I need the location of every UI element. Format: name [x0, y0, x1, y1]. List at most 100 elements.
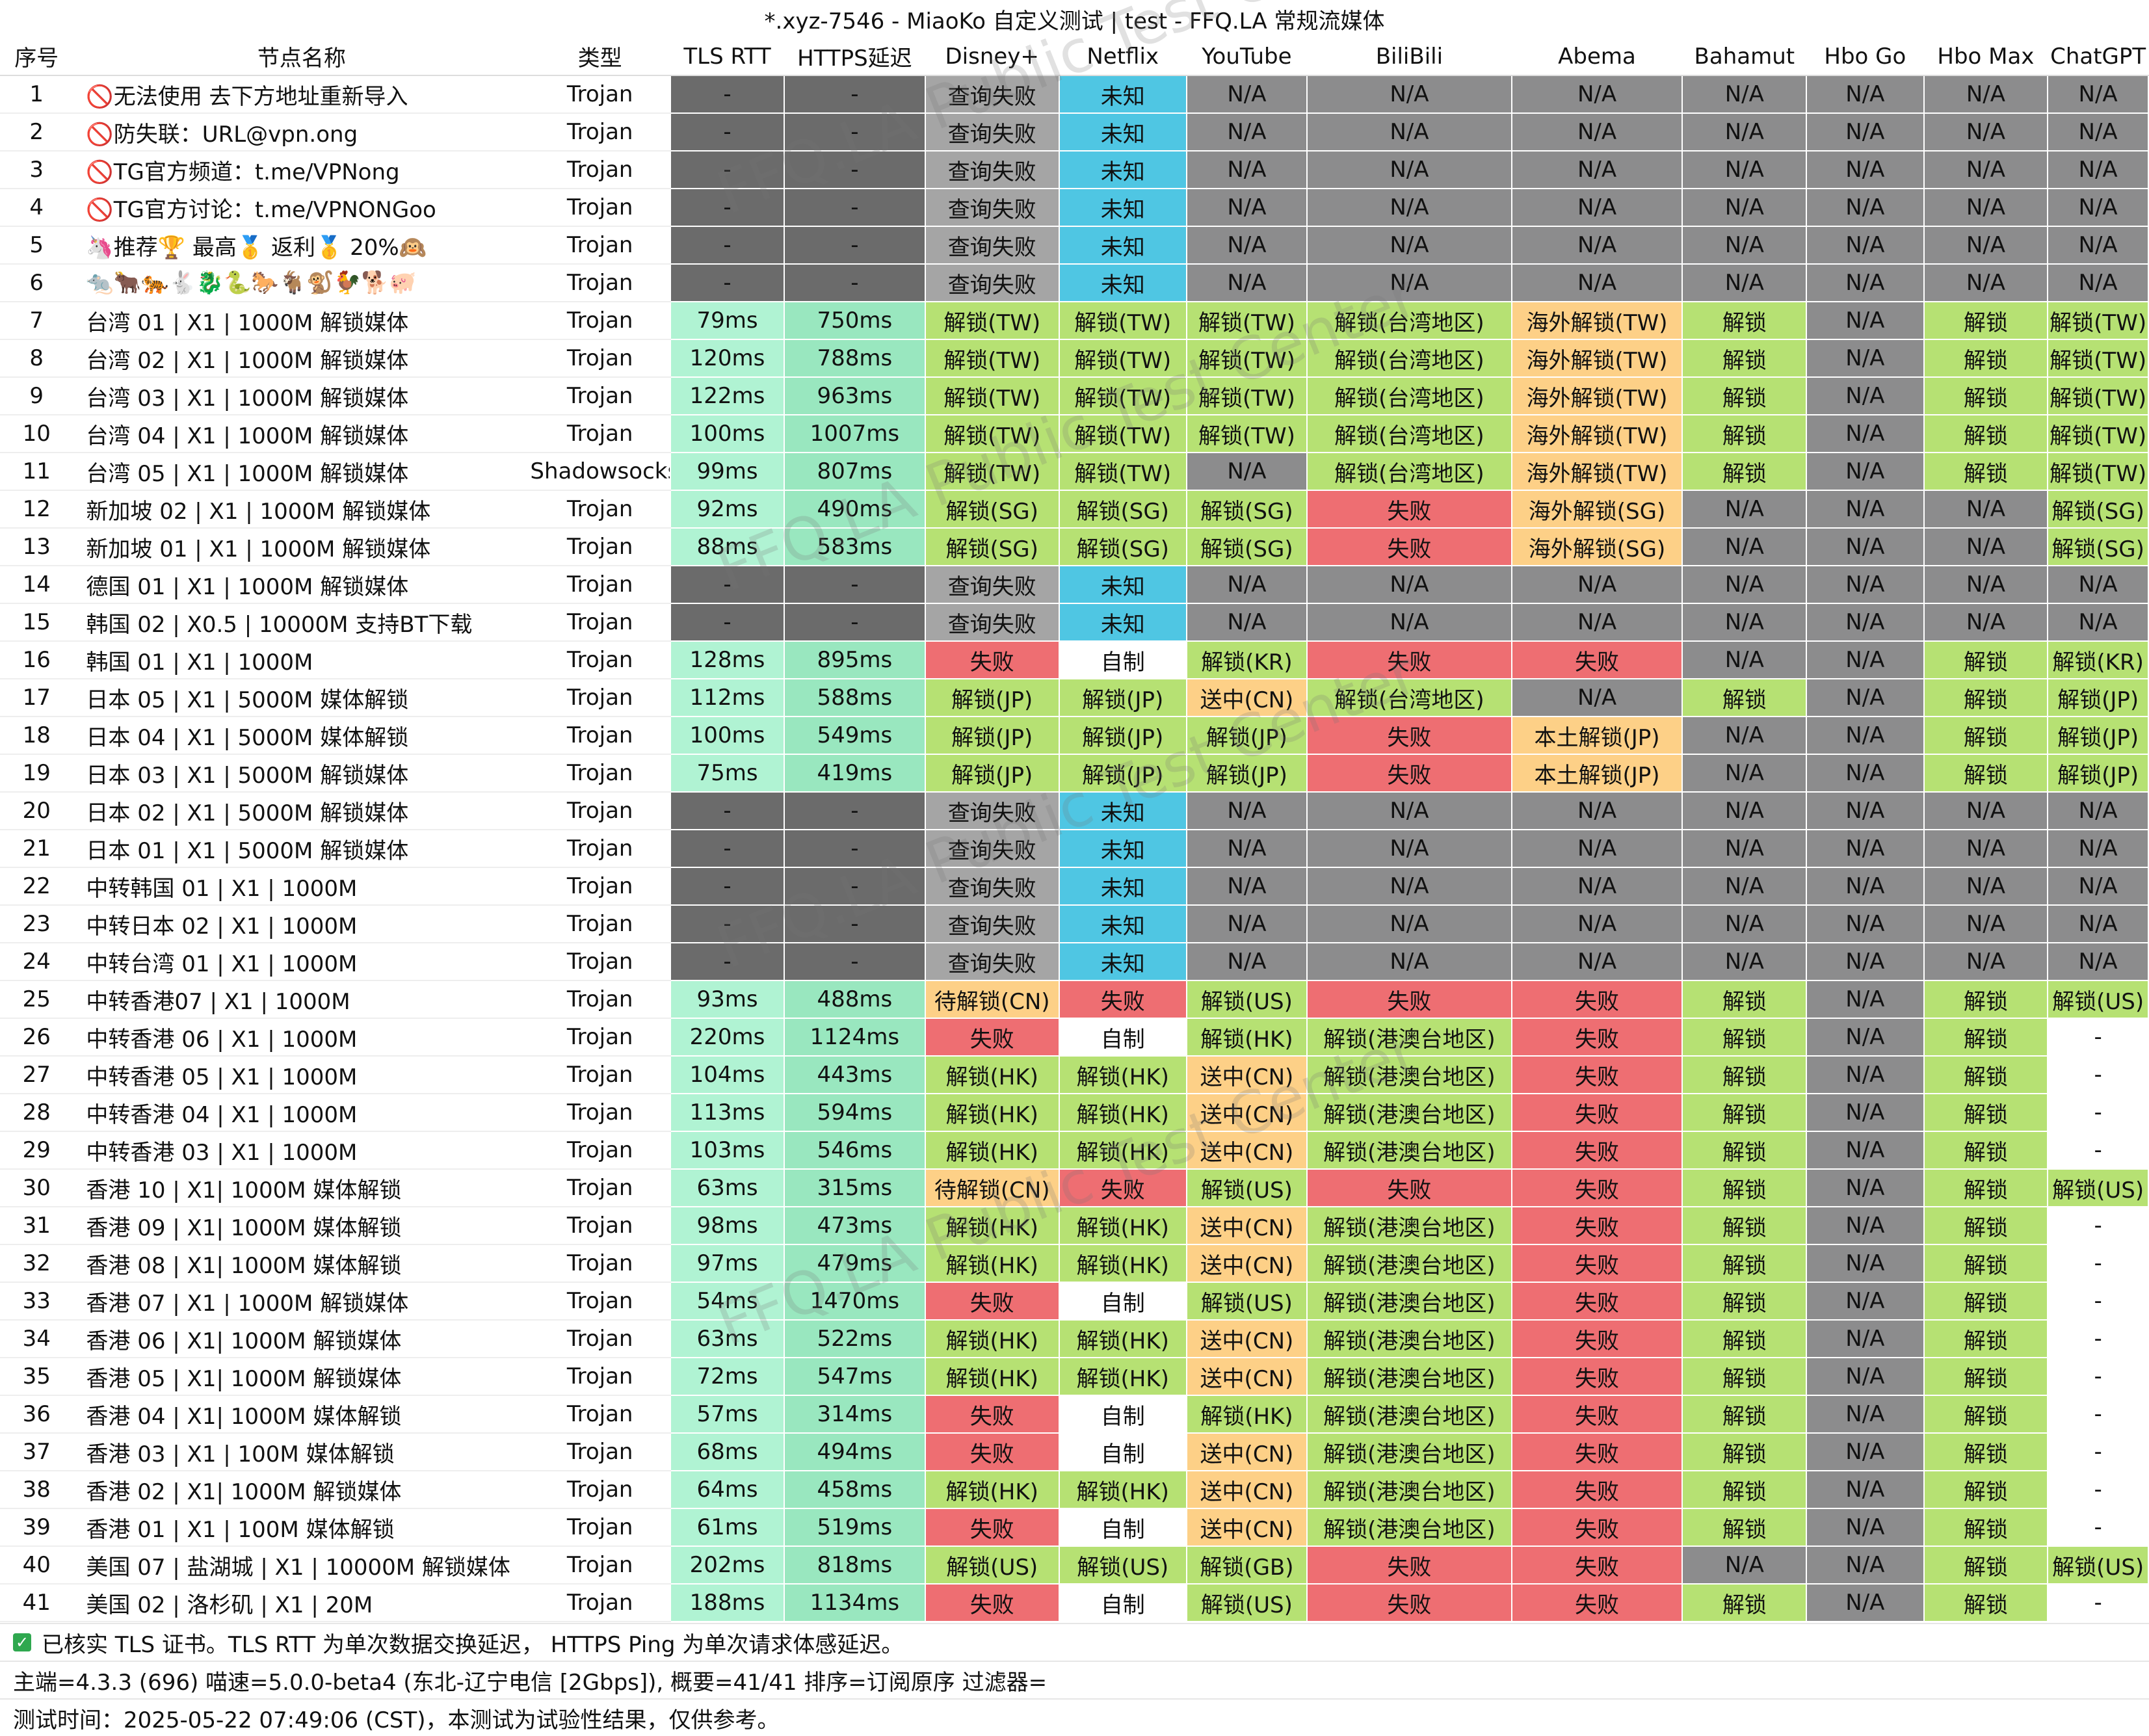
cell-youtube: 解锁(SG) — [1186, 528, 1308, 566]
cell-chatgpt: 解锁(TW) — [2048, 453, 2149, 491]
cell-youtube: N/A — [1186, 264, 1308, 302]
cell-abema: N/A — [1511, 151, 1683, 189]
column-header-bahamut: Bahamut — [1682, 38, 1808, 76]
cell-bahamut: N/A — [1682, 264, 1808, 302]
cell-abema: 失败 — [1511, 1358, 1683, 1396]
cell-chatgpt: N/A — [2048, 264, 2149, 302]
cell-netflix: 自制 — [1059, 1584, 1187, 1622]
cell-index: 10 — [0, 415, 75, 453]
cell-disney: 失败 — [925, 641, 1060, 679]
cell-disney: 解锁(JP) — [925, 679, 1060, 717]
cell-hbo-go: N/A — [1806, 1471, 1925, 1509]
cell-https-latency: 522ms — [784, 1320, 926, 1358]
cell-netflix: 解锁(HK) — [1059, 1131, 1187, 1170]
cell-disney: 解锁(TW) — [925, 377, 1060, 415]
cell-hbo-go: N/A — [1806, 113, 1925, 151]
cell-https-latency: 818ms — [784, 1546, 926, 1585]
cell-https-latency: 473ms — [784, 1207, 926, 1245]
cell-hbo-go: N/A — [1806, 1056, 1925, 1094]
cell-node-name: 台湾 02 | X1 | 1000M 解锁媒体 — [73, 339, 531, 378]
cell-hbo-max: N/A — [1923, 566, 2049, 604]
cell-type: Trojan — [529, 226, 671, 265]
cell-disney: 查询失败 — [925, 264, 1060, 302]
table-row: 34 香港 06 | X1| 1000M 解锁媒体 Trojan 63ms 522ms 解… — [0, 1320, 2149, 1358]
cell-youtube: 送中(CN) — [1186, 1508, 1308, 1547]
cell-youtube: 送中(CN) — [1186, 1244, 1308, 1283]
cell-index: 30 — [0, 1169, 75, 1207]
cell-tls-rtt: - — [670, 867, 785, 906]
cell-youtube: 解锁(JP) — [1186, 754, 1308, 793]
cell-hbo-go: N/A — [1806, 151, 1925, 189]
window-title: *.xyz-7546 - MiaoKo 自定义测试 | test - FFQ.L… — [0, 0, 2149, 38]
cell-netflix: 解锁(HK) — [1059, 1358, 1187, 1396]
cell-youtube: N/A — [1186, 603, 1308, 642]
cell-chatgpt: 解锁(KR) — [2048, 641, 2149, 679]
cell-index: 6 — [0, 264, 75, 302]
cell-chatgpt: 解锁(JP) — [2048, 679, 2149, 717]
cell-netflix: 未知 — [1059, 830, 1187, 868]
cell-index: 2 — [0, 113, 75, 151]
cell-index: 11 — [0, 453, 75, 491]
cell-tls-rtt: 68ms — [670, 1433, 785, 1471]
cell-chatgpt: - — [2048, 1244, 2149, 1283]
cell-bilibili: N/A — [1307, 151, 1512, 189]
cell-hbo-go: N/A — [1806, 1282, 1925, 1321]
cell-abema: 失败 — [1511, 1207, 1683, 1245]
cell-bahamut: N/A — [1682, 717, 1808, 755]
cell-node-name: 台湾 03 | X1 | 1000M 解锁媒体 — [73, 377, 531, 415]
cell-hbo-max: 解锁 — [1923, 415, 2049, 453]
cell-type: Trojan — [529, 1358, 671, 1396]
cell-hbo-max: 解锁 — [1923, 980, 2049, 1019]
cell-node-name: 中转香港 03 | X1 | 1000M — [73, 1131, 531, 1170]
cell-tls-rtt: 98ms — [670, 1207, 785, 1245]
cell-abema: 失败 — [1511, 1508, 1683, 1547]
column-header-index: 序号 — [0, 38, 75, 76]
cell-hbo-max: 解锁 — [1923, 1433, 2049, 1471]
cell-abema: 失败 — [1511, 1320, 1683, 1358]
cell-bilibili: 失败 — [1307, 490, 1512, 529]
cell-abema: 失败 — [1511, 1546, 1683, 1585]
cell-tls-rtt: - — [670, 113, 785, 151]
cell-tls-rtt: 113ms — [670, 1094, 785, 1132]
cell-netflix: 未知 — [1059, 566, 1187, 604]
cell-node-name: 中转香港 04 | X1 | 1000M — [73, 1094, 531, 1132]
cell-bahamut: 解锁 — [1682, 1244, 1808, 1283]
cell-type: Trojan — [529, 830, 671, 868]
cell-https-latency: 1007ms — [784, 415, 926, 453]
cell-disney: 查询失败 — [925, 151, 1060, 189]
cell-chatgpt: N/A — [2048, 566, 2149, 604]
cell-tls-rtt: 93ms — [670, 980, 785, 1019]
cell-bahamut: N/A — [1682, 867, 1808, 906]
cell-bahamut: N/A — [1682, 189, 1808, 227]
cell-abema: 失败 — [1511, 1056, 1683, 1094]
cell-hbo-max: 解锁 — [1923, 1094, 2049, 1132]
cell-hbo-max: N/A — [1923, 264, 2049, 302]
table-row: 17 日本 05 | X1 | 5000M 媒体解锁 Trojan 112ms 588m… — [0, 679, 2149, 717]
cell-https-latency: 488ms — [784, 980, 926, 1019]
cell-hbo-go: N/A — [1806, 566, 1925, 604]
table-row: 19 日本 03 | X1 | 5000M 解锁媒体 Trojan 75ms 419ms… — [0, 754, 2149, 793]
cell-chatgpt: 解锁(US) — [2048, 1546, 2149, 1585]
cell-abema: N/A — [1511, 75, 1683, 114]
cell-index: 32 — [0, 1244, 75, 1283]
cell-bahamut: N/A — [1682, 566, 1808, 604]
cell-abema: 失败 — [1511, 1282, 1683, 1321]
cell-disney: 待解锁(CN) — [925, 1169, 1060, 1207]
cell-chatgpt: - — [2048, 1056, 2149, 1094]
cell-disney: 解锁(HK) — [925, 1207, 1060, 1245]
cell-node-name: 美国 02 | 洛杉矶 | X1 | 20M — [73, 1584, 531, 1622]
cell-bahamut: N/A — [1682, 641, 1808, 679]
cell-https-latency: 594ms — [784, 1094, 926, 1132]
table-row: 13 新加坡 01 | X1 | 1000M 解锁媒体 Trojan 88ms 583m… — [0, 528, 2149, 566]
cell-hbo-max: N/A — [1923, 528, 2049, 566]
cell-youtube: 送中(CN) — [1186, 1471, 1308, 1509]
cell-hbo-max: N/A — [1923, 490, 2049, 529]
cell-netflix: 未知 — [1059, 867, 1187, 906]
cell-hbo-max: N/A — [1923, 943, 2049, 981]
cell-tls-rtt: - — [670, 830, 785, 868]
cell-tls-rtt: 79ms — [670, 302, 785, 340]
cell-https-latency: 314ms — [784, 1395, 926, 1434]
cell-tls-rtt: - — [670, 943, 785, 981]
cell-hbo-max: 解锁 — [1923, 302, 2049, 340]
cell-hbo-max: 解锁 — [1923, 679, 2049, 717]
